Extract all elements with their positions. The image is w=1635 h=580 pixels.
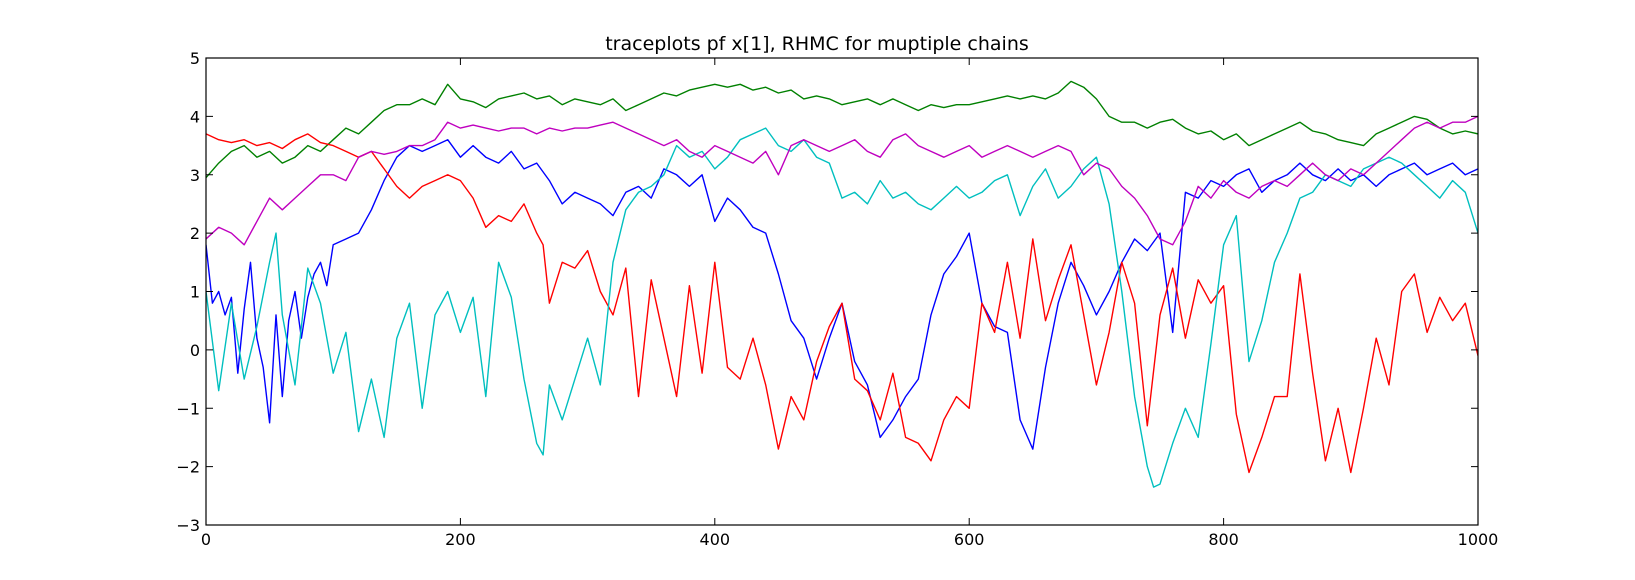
- x-tick-label: 800: [1208, 530, 1239, 549]
- series-layer: [206, 80, 1478, 488]
- x-tick-label: 1000: [1458, 530, 1499, 549]
- y-tick-label: 5: [190, 49, 200, 68]
- series-line-1: [206, 138, 1478, 450]
- series-line-3: [206, 133, 1478, 474]
- x-tick-label: 400: [700, 530, 731, 549]
- y-tick-label: 2: [190, 224, 200, 243]
- y-tick-label: 0: [190, 341, 200, 360]
- y-tick-label: −1: [176, 399, 200, 418]
- chart-title: traceplots pf x[1], RHMC for muptiple ch…: [605, 33, 1029, 55]
- y-tick-label: 3: [190, 166, 200, 185]
- x-tick-label: 0: [201, 530, 211, 549]
- y-tick-label: −3: [176, 516, 200, 535]
- tick-layer: 0 200 400 600 800 1000 −3 −2 −1 0 1 2 3 4 5: [176, 49, 1498, 549]
- y-tick-label: 4: [190, 107, 200, 126]
- series-line-5: [206, 115, 1478, 246]
- y-tick-label: 1: [190, 283, 200, 302]
- x-tick-label: 200: [445, 530, 476, 549]
- series-line-2: [206, 80, 1478, 179]
- x-tick-label: 600: [954, 530, 985, 549]
- series-line-4: [206, 127, 1478, 488]
- y-tick-label: −2: [176, 458, 200, 477]
